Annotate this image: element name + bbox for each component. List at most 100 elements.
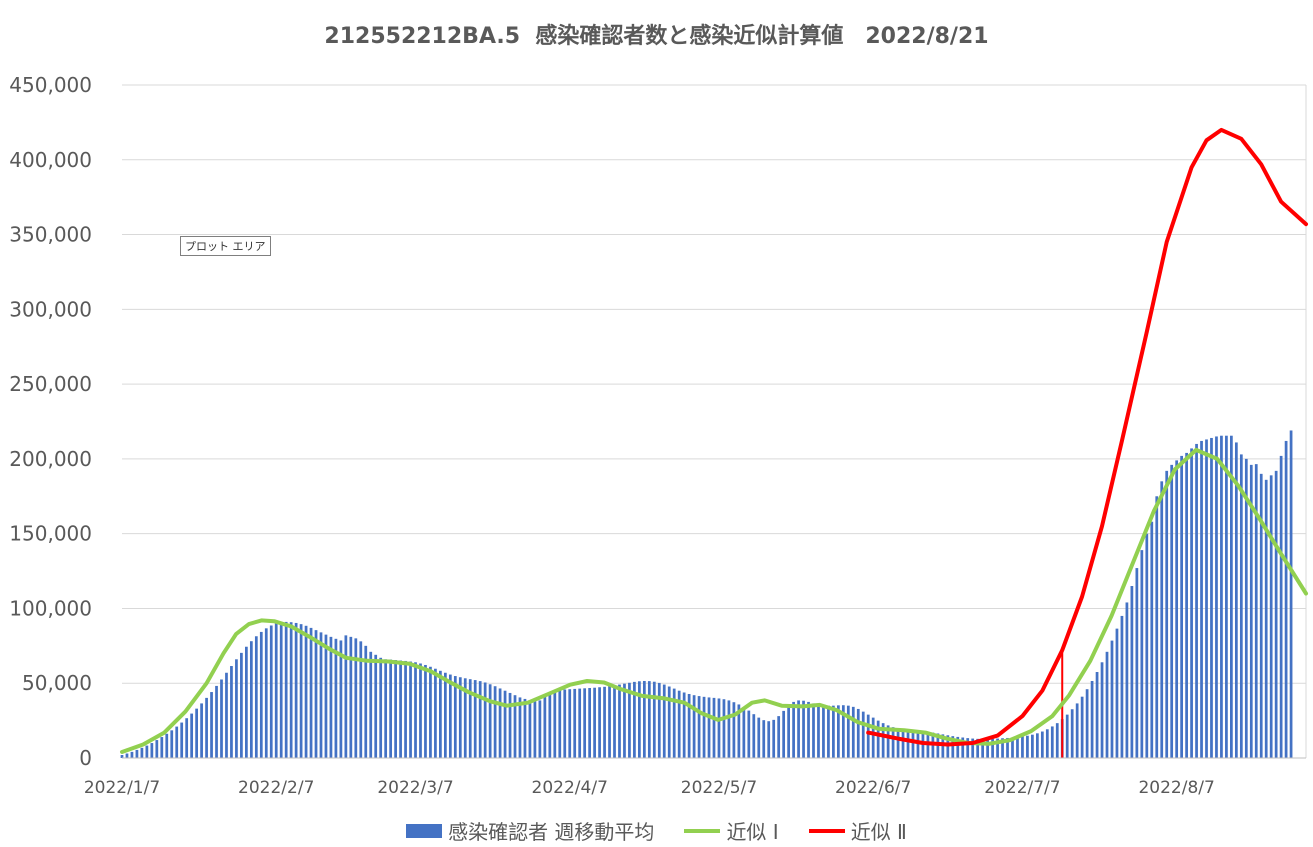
bar[interactable] xyxy=(1185,452,1188,758)
bar[interactable] xyxy=(210,692,213,758)
bar[interactable] xyxy=(334,638,338,758)
bar[interactable] xyxy=(289,622,293,758)
bar[interactable] xyxy=(1140,550,1144,758)
bar[interactable] xyxy=(1289,430,1293,758)
bar[interactable] xyxy=(120,755,124,758)
bar[interactable] xyxy=(1180,455,1183,758)
bar[interactable] xyxy=(846,705,850,758)
bar[interactable] xyxy=(414,662,417,758)
bar[interactable] xyxy=(991,738,994,758)
bar[interactable] xyxy=(1234,442,1238,758)
bar[interactable] xyxy=(1080,696,1084,758)
bar[interactable] xyxy=(384,659,388,758)
bar[interactable] xyxy=(259,631,263,758)
bar[interactable] xyxy=(851,706,855,758)
bar[interactable] xyxy=(677,690,681,758)
bar[interactable] xyxy=(697,696,701,758)
bar[interactable] xyxy=(717,698,721,758)
bar[interactable] xyxy=(1135,568,1139,758)
bar[interactable] xyxy=(1100,662,1104,758)
bar[interactable] xyxy=(757,717,761,758)
bar[interactable] xyxy=(916,730,920,758)
bar[interactable] xyxy=(548,692,552,758)
bar[interactable] xyxy=(279,622,283,758)
bar[interactable] xyxy=(1050,726,1054,758)
bar[interactable] xyxy=(682,692,686,758)
bar[interactable] xyxy=(160,737,164,758)
bar[interactable] xyxy=(434,668,437,758)
bar[interactable] xyxy=(379,657,383,758)
bar[interactable] xyxy=(394,660,397,758)
bar[interactable] xyxy=(613,685,616,758)
bar[interactable] xyxy=(1125,602,1129,758)
bar[interactable] xyxy=(453,676,457,758)
bar[interactable] xyxy=(652,681,656,758)
bar[interactable] xyxy=(364,645,368,758)
bar[interactable] xyxy=(841,705,845,758)
bar[interactable] xyxy=(468,679,472,758)
bar[interactable] xyxy=(404,660,407,758)
bar[interactable] xyxy=(687,693,691,758)
bar[interactable] xyxy=(1070,709,1074,758)
bar[interactable] xyxy=(125,753,129,758)
bar[interactable] xyxy=(1254,464,1258,758)
bar[interactable] xyxy=(558,689,562,758)
bar[interactable] xyxy=(608,686,611,758)
bar[interactable] xyxy=(1085,689,1089,758)
bar[interactable] xyxy=(881,723,885,758)
bar[interactable] xyxy=(886,725,890,758)
bar[interactable] xyxy=(1026,735,1029,758)
bar[interactable] xyxy=(876,720,880,758)
bar[interactable] xyxy=(1230,435,1233,758)
bar[interactable] xyxy=(1150,521,1154,758)
bar[interactable] xyxy=(598,687,601,758)
bar[interactable] xyxy=(1190,448,1193,758)
bar[interactable] xyxy=(458,677,462,758)
legend-item-approx2[interactable]: 近似 Ⅱ xyxy=(808,816,907,845)
bar[interactable] xyxy=(1021,736,1024,758)
bar[interactable] xyxy=(812,703,815,758)
bar[interactable] xyxy=(513,695,517,758)
bar[interactable] xyxy=(429,666,432,758)
legend-item-approx1[interactable]: 近似 Ⅰ xyxy=(684,816,779,845)
bar[interactable] xyxy=(269,625,273,758)
bar[interactable] xyxy=(642,680,646,758)
bar[interactable] xyxy=(424,664,427,758)
bar[interactable] xyxy=(727,700,731,758)
bar[interactable] xyxy=(483,682,487,758)
bar[interactable] xyxy=(702,696,706,758)
bar[interactable] xyxy=(1016,737,1019,758)
bar[interactable] xyxy=(235,659,238,758)
bar[interactable] xyxy=(961,737,965,758)
bar[interactable] xyxy=(1279,455,1283,758)
bar[interactable] xyxy=(1035,733,1039,758)
bar[interactable] xyxy=(906,730,910,758)
bar[interactable] xyxy=(1170,464,1174,758)
bar[interactable] xyxy=(737,704,741,758)
bar[interactable] xyxy=(498,688,502,758)
bar[interactable] xyxy=(871,717,875,758)
bar[interactable] xyxy=(190,713,194,758)
bar[interactable] xyxy=(150,743,154,758)
bar[interactable] xyxy=(448,674,452,758)
bar[interactable] xyxy=(294,622,298,758)
bar[interactable] xyxy=(518,697,522,758)
bar[interactable] xyxy=(732,702,736,758)
bar[interactable] xyxy=(344,635,348,758)
approx1-line[interactable] xyxy=(120,447,1308,754)
bar[interactable] xyxy=(329,636,333,758)
bar[interactable] xyxy=(170,730,174,758)
bar[interactable] xyxy=(1195,443,1198,758)
bar[interactable] xyxy=(1155,496,1159,758)
bar[interactable] xyxy=(802,700,805,758)
bar[interactable] xyxy=(1011,737,1014,758)
bar[interactable] xyxy=(1259,473,1263,758)
bar[interactable] xyxy=(1130,586,1134,758)
bar[interactable] xyxy=(563,689,567,758)
bar[interactable] xyxy=(1200,440,1203,758)
bar[interactable] xyxy=(901,729,905,758)
legend-item-bars[interactable]: 感染確認者 週移動平均 xyxy=(406,816,654,845)
bar[interactable] xyxy=(837,705,840,758)
bar[interactable] xyxy=(284,621,288,758)
bar[interactable] xyxy=(752,714,756,758)
